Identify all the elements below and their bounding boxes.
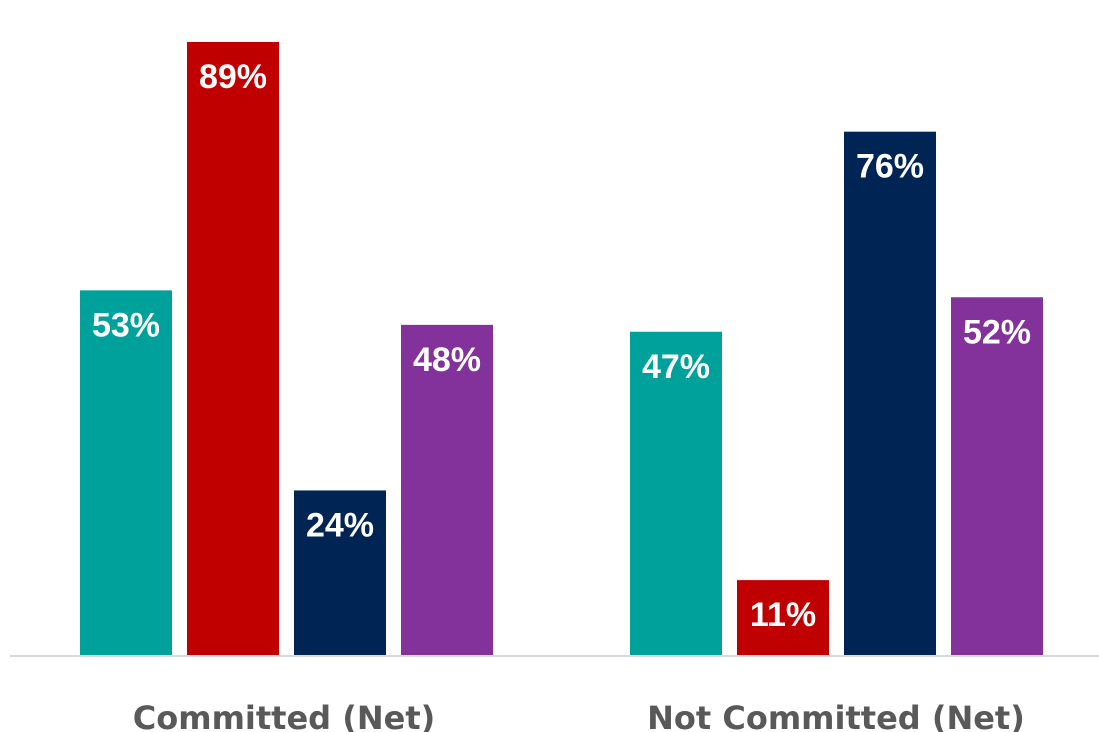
bar-not-committed-purple xyxy=(951,297,1043,656)
bar-not-committed-navy xyxy=(844,131,936,656)
bar-not-committed-red xyxy=(737,580,829,656)
data-label-committed-teal: 53% xyxy=(92,306,160,344)
data-label-committed-purple: 48% xyxy=(413,341,481,379)
category-label-committed: Committed (Net) xyxy=(133,699,436,732)
bar-committed-red xyxy=(187,42,279,656)
bar-committed-teal xyxy=(80,290,172,656)
bars-layer: 53% 89% 24% 48% 47% 11% 76% 52% xyxy=(80,42,1043,656)
bar-committed-navy xyxy=(294,490,386,656)
data-label-not-committed-red: 11% xyxy=(750,596,816,634)
data-label-not-committed-teal: 47% xyxy=(642,348,710,386)
data-label-committed-navy: 24% xyxy=(306,506,374,544)
bar-committed-purple xyxy=(401,324,493,656)
data-label-not-committed-navy: 76% xyxy=(856,148,924,186)
category-label-not-committed: Not Committed (Net) xyxy=(647,699,1025,732)
data-label-committed-red: 89% xyxy=(199,58,267,96)
bar-not-committed-teal xyxy=(630,331,722,656)
data-label-not-committed-purple: 52% xyxy=(963,313,1031,351)
